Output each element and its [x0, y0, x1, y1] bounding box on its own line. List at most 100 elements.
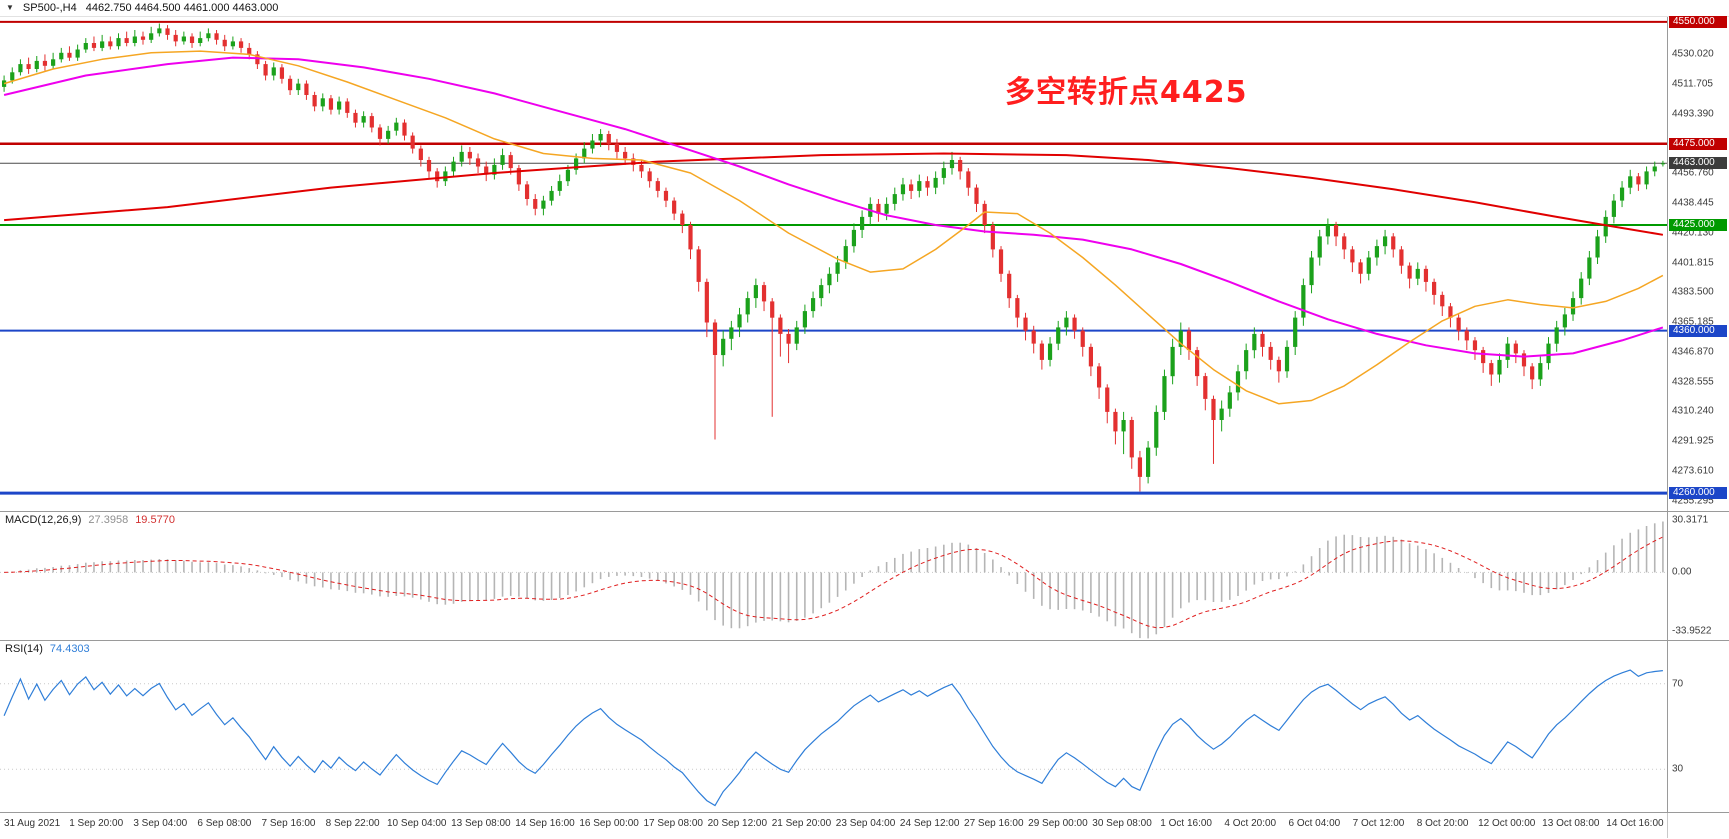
- candle: [1039, 340, 1044, 370]
- candle: [1644, 166, 1649, 190]
- candle: [974, 184, 979, 212]
- time-tick-label: 3 Sep 04:00: [133, 818, 188, 829]
- candle: [1162, 369, 1167, 420]
- candle: [1211, 395, 1216, 464]
- price-axis[interactable]: 4530.020 4511.705 4493.390 4456.760 4438.445…: [1667, 15, 1729, 511]
- candle: [990, 221, 995, 258]
- candle: [810, 291, 816, 318]
- price-tick-label: 4310.240: [1672, 405, 1714, 417]
- ma-mid-magenta: [3, 56, 1664, 358]
- candle: [1056, 320, 1061, 351]
- axis-corner: [1667, 813, 1729, 838]
- candle: [140, 31, 146, 45]
- candle: [1301, 278, 1306, 326]
- price-tick-label: 4328.555: [1672, 376, 1714, 388]
- candle: [500, 148, 505, 170]
- candle: [345, 98, 350, 118]
- time-axis[interactable]: 31 Aug 2021 1 Sep 20:00 3 Sep 04:00 6 Sep 0…: [0, 813, 1667, 838]
- candle: [238, 38, 244, 53]
- time-tick-label: 27 Sep 16:00: [964, 818, 1024, 829]
- time-tick-label: 23 Sep 04:00: [835, 818, 896, 829]
- candle: [737, 307, 742, 338]
- candle: [1015, 294, 1020, 328]
- candle: [1047, 337, 1053, 367]
- ma-slow-red: [4, 152, 1664, 236]
- candle: [688, 221, 693, 260]
- candle: [590, 134, 595, 154]
- candle: [1619, 181, 1625, 208]
- candle: [222, 34, 227, 52]
- candle: [132, 30, 137, 47]
- candle: [1096, 363, 1102, 399]
- price-tick-label: 4401.815: [1672, 257, 1714, 269]
- candle: [459, 145, 464, 167]
- candle: [230, 36, 235, 50]
- macd-plot[interactable]: MACD(12,26,9) 27.3958 19.5770: [0, 512, 1667, 640]
- candle: [745, 291, 750, 323]
- time-tick-label: 14 Oct 16:00: [1606, 818, 1664, 829]
- candle: [198, 31, 203, 47]
- candle: [1088, 343, 1093, 377]
- candle: [876, 199, 881, 222]
- time-tick-label: 4 Oct 20:00: [1224, 818, 1277, 829]
- candle: [1391, 233, 1396, 258]
- candle: [189, 33, 195, 48]
- candle: [1276, 356, 1281, 383]
- candle: [1358, 259, 1363, 284]
- price-badge: 4425.000: [1669, 219, 1727, 231]
- time-tick-label: 8 Oct 20:00: [1416, 818, 1469, 829]
- candle: [1195, 346, 1200, 386]
- price-chart-plot[interactable]: 多空转折点4425: [0, 17, 1667, 511]
- price-badge: 4463.000: [1669, 157, 1727, 170]
- candle: [1342, 233, 1347, 260]
- time-tick-label: 7 Sep 16:00: [261, 818, 316, 829]
- rsi-axis[interactable]: 70 30: [1667, 641, 1729, 812]
- candle: [263, 60, 268, 81]
- candle: [729, 320, 734, 351]
- rsi-axis-label: 30: [1672, 763, 1684, 775]
- candle: [1284, 340, 1290, 378]
- time-tick-label: 6 Sep 08:00: [197, 818, 252, 829]
- candle: [557, 174, 562, 196]
- candle: [508, 151, 513, 175]
- rsi-name: RSI(14): [5, 643, 43, 655]
- candle: [75, 44, 80, 61]
- candle: [484, 161, 489, 182]
- rsi-plot[interactable]: RSI(14) 74.4303: [0, 641, 1667, 812]
- macd-axis-label: -33.9522: [1672, 625, 1712, 637]
- candle: [1628, 169, 1633, 195]
- candle: [892, 187, 897, 211]
- candle: [1178, 322, 1183, 355]
- macd-name: MACD(12,26,9): [5, 514, 82, 526]
- candle: [116, 33, 121, 50]
- price-tick-label: 4273.610: [1672, 465, 1714, 477]
- candle: [794, 320, 799, 351]
- candle: [353, 109, 358, 128]
- candle: [51, 52, 56, 69]
- chart-menu-icon[interactable]: ▼: [6, 3, 14, 12]
- price-tick-label: 4493.390: [1672, 108, 1714, 120]
- candle: [287, 75, 293, 95]
- candle: [851, 223, 857, 253]
- annotation-text[interactable]: 多空转折点4425: [1005, 75, 1248, 110]
- candle: [1481, 346, 1486, 373]
- time-tick-label: 29 Sep 00:00: [1028, 818, 1088, 829]
- candle: [541, 195, 546, 216]
- candle: [492, 158, 497, 180]
- rsi-axis-label: 70: [1672, 678, 1684, 690]
- candle: [1023, 312, 1028, 341]
- candle: [860, 210, 865, 238]
- candle: [778, 314, 783, 357]
- candle: [1064, 311, 1069, 336]
- candle: [549, 186, 554, 206]
- candle: [1146, 441, 1151, 484]
- time-tick-label: 14 Sep 16:00: [515, 818, 575, 829]
- candle: [1317, 229, 1322, 266]
- candle: [214, 30, 219, 45]
- candle: [712, 319, 718, 440]
- time-tick-label: 6 Oct 04:00: [1288, 818, 1341, 829]
- price-tick-label: 4456.760: [1672, 167, 1714, 179]
- macd-axis-label: 30.3171: [1672, 514, 1709, 526]
- macd-axis[interactable]: 30.3171 0.00 -33.9522: [1667, 512, 1729, 640]
- candle: [26, 57, 31, 74]
